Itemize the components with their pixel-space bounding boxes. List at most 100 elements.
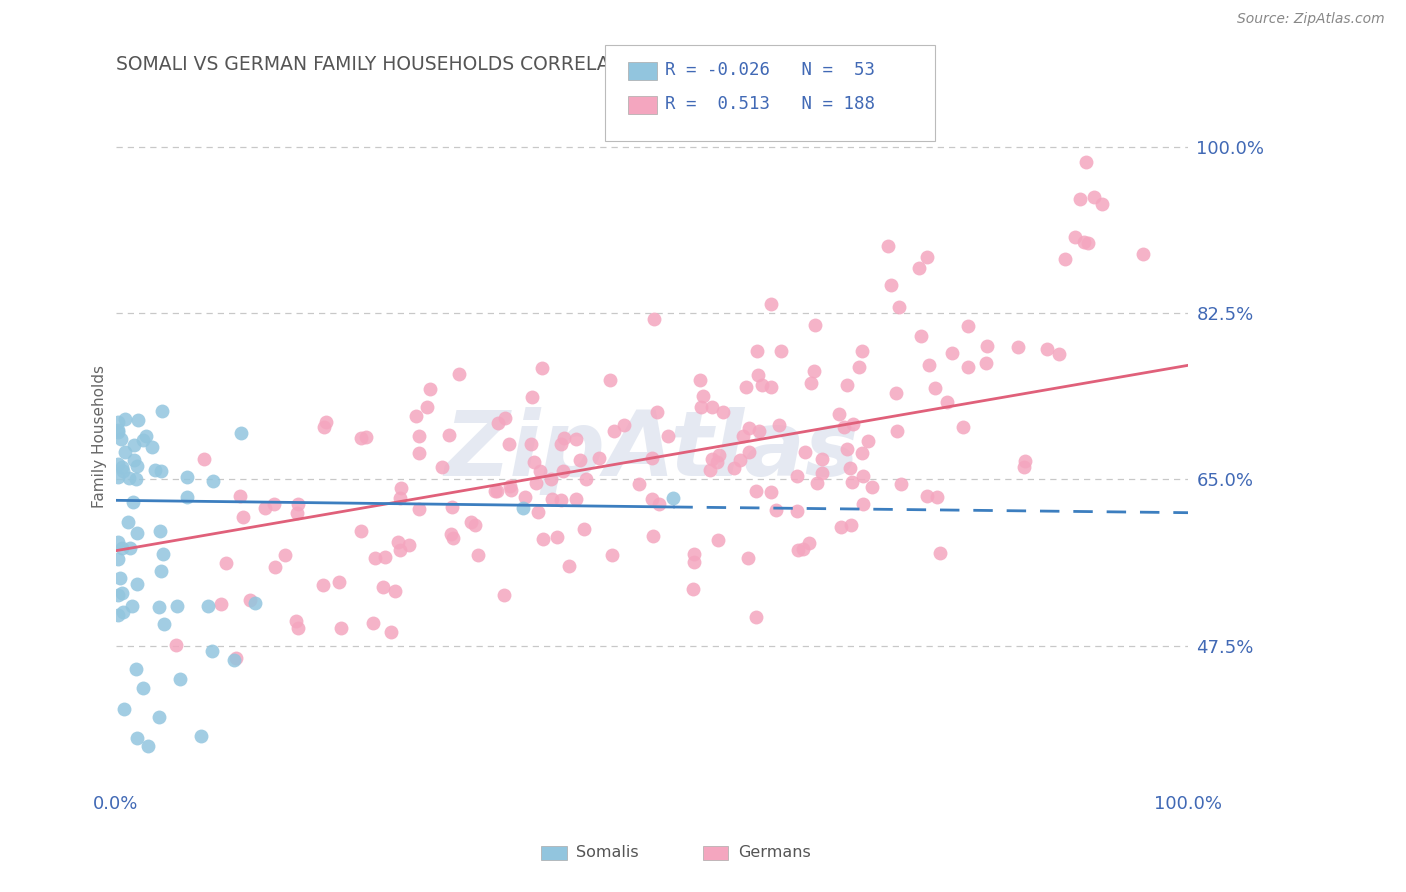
Text: R = -0.026   N =  53: R = -0.026 N = 53: [665, 62, 875, 79]
Point: [232, 509, 254, 524]
Point: [804, 318, 827, 333]
Point: [786, 469, 808, 483]
Point: [1069, 192, 1091, 206]
Point: [880, 278, 903, 293]
Point: [692, 389, 714, 403]
Point: [1077, 235, 1099, 250]
Point: [643, 529, 665, 543]
Point: [599, 373, 621, 387]
Point: [852, 468, 875, 483]
Point: [148, 710, 170, 724]
Point: [111, 541, 134, 555]
Point: [315, 415, 337, 429]
Point: [884, 386, 907, 401]
Point: [441, 531, 464, 545]
Y-axis label: Family Households: Family Households: [93, 365, 107, 508]
Point: [574, 473, 596, 487]
Point: [222, 653, 245, 667]
Point: [124, 662, 146, 676]
Point: [759, 297, 782, 311]
Point: [974, 356, 997, 370]
Point: [735, 380, 758, 394]
Point: [1064, 230, 1087, 244]
Point: [531, 533, 554, 547]
Point: [494, 589, 516, 603]
Point: [114, 411, 136, 425]
Point: [723, 461, 745, 475]
Point: [908, 261, 931, 276]
Point: [1014, 460, 1036, 475]
Point: [197, 599, 219, 613]
Point: [957, 359, 980, 374]
Point: [112, 702, 135, 716]
Text: Somalis: Somalis: [576, 846, 640, 860]
Point: [447, 367, 470, 381]
Point: [284, 614, 307, 628]
Point: [274, 549, 297, 563]
Point: [683, 555, 706, 569]
Point: [136, 739, 159, 753]
Point: [799, 536, 821, 550]
Point: [253, 501, 276, 516]
Point: [540, 491, 562, 506]
Point: [439, 428, 461, 442]
Point: [952, 419, 974, 434]
Point: [419, 382, 441, 396]
Point: [263, 560, 285, 574]
Point: [1074, 154, 1097, 169]
Point: [460, 516, 482, 530]
Point: [111, 464, 134, 478]
Point: [662, 491, 685, 506]
Point: [398, 538, 420, 552]
Point: [925, 490, 948, 504]
Point: [520, 437, 543, 451]
Point: [229, 489, 252, 503]
Point: [243, 596, 266, 610]
Point: [149, 564, 172, 578]
Point: [976, 339, 998, 353]
Point: [371, 580, 394, 594]
Point: [132, 681, 155, 696]
Point: [860, 480, 883, 494]
Point: [311, 578, 333, 592]
Point: [127, 525, 149, 540]
Point: [287, 497, 309, 511]
Point: [747, 368, 769, 382]
Point: [416, 401, 439, 415]
Point: [107, 469, 129, 483]
Point: [499, 479, 522, 493]
Point: [141, 440, 163, 454]
Point: [107, 425, 129, 439]
Point: [759, 485, 782, 500]
Point: [408, 446, 430, 460]
Point: [827, 407, 849, 421]
Point: [647, 497, 669, 511]
Point: [627, 476, 650, 491]
Point: [530, 360, 553, 375]
Point: [564, 491, 586, 506]
Point: [523, 455, 546, 469]
Point: [924, 381, 946, 395]
Point: [842, 417, 865, 431]
Point: [550, 437, 572, 451]
Point: [657, 429, 679, 443]
Point: [851, 343, 873, 358]
Point: [494, 410, 516, 425]
Point: [152, 403, 174, 417]
Point: [384, 583, 406, 598]
Point: [380, 624, 402, 639]
Point: [707, 533, 730, 547]
Point: [786, 542, 808, 557]
Point: [125, 731, 148, 745]
Point: [111, 586, 134, 600]
Point: [792, 541, 814, 556]
Point: [512, 500, 534, 515]
Point: [118, 541, 141, 556]
Point: [683, 547, 706, 561]
Point: [689, 373, 711, 387]
Point: [135, 429, 157, 443]
Point: [737, 551, 759, 566]
Point: [110, 432, 132, 446]
Point: [312, 420, 335, 434]
Point: [121, 599, 143, 613]
